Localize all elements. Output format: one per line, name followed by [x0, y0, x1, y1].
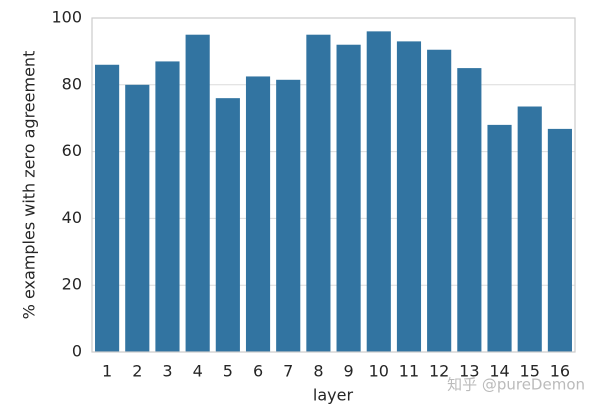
x-tick-label: 1	[102, 362, 112, 381]
y-tick-label: 40	[62, 208, 82, 227]
bar	[366, 31, 391, 353]
x-tick-label: 5	[223, 362, 233, 381]
x-tick-label: 8	[313, 362, 323, 381]
x-tick-label: 11	[399, 362, 419, 381]
plot-frame	[91, 17, 576, 353]
bar	[276, 79, 301, 352]
bar	[215, 98, 240, 352]
bar	[487, 124, 512, 352]
bar	[336, 44, 361, 352]
x-tick-label: 4	[193, 362, 203, 381]
x-tick-label: 13	[459, 362, 479, 381]
x-tick-label: 14	[489, 362, 509, 381]
x-tick-label: 10	[369, 362, 389, 381]
x-tick-label: 12	[429, 362, 449, 381]
bar	[125, 84, 150, 353]
bar	[517, 106, 542, 352]
x-tick-label: 2	[132, 362, 142, 381]
watermark: 知乎 @pureDemon	[447, 376, 585, 394]
x-tick-label: 16	[550, 362, 570, 381]
bar	[396, 41, 422, 352]
y-tick-label: 0	[72, 342, 82, 361]
bar	[95, 64, 120, 352]
y-axis-label: % examples with zero agreement	[20, 51, 39, 320]
x-tick-label: 9	[344, 362, 354, 381]
x-tick-label: 15	[520, 362, 540, 381]
x-tick-label: 6	[253, 362, 263, 381]
x-tick-label: 7	[283, 362, 293, 381]
bar	[155, 61, 180, 353]
y-tick-label: 20	[62, 275, 82, 294]
bar	[547, 128, 572, 352]
y-tick-label: 100	[51, 8, 82, 27]
y-tick-label: 60	[62, 141, 82, 160]
x-tick-label: 3	[162, 362, 172, 381]
y-tick-label: 80	[62, 74, 82, 93]
bar	[457, 68, 482, 352]
bar	[306, 34, 331, 352]
bar	[245, 76, 271, 352]
bar	[185, 34, 210, 352]
x-axis-label: layer	[313, 386, 354, 405]
bar	[427, 49, 452, 352]
